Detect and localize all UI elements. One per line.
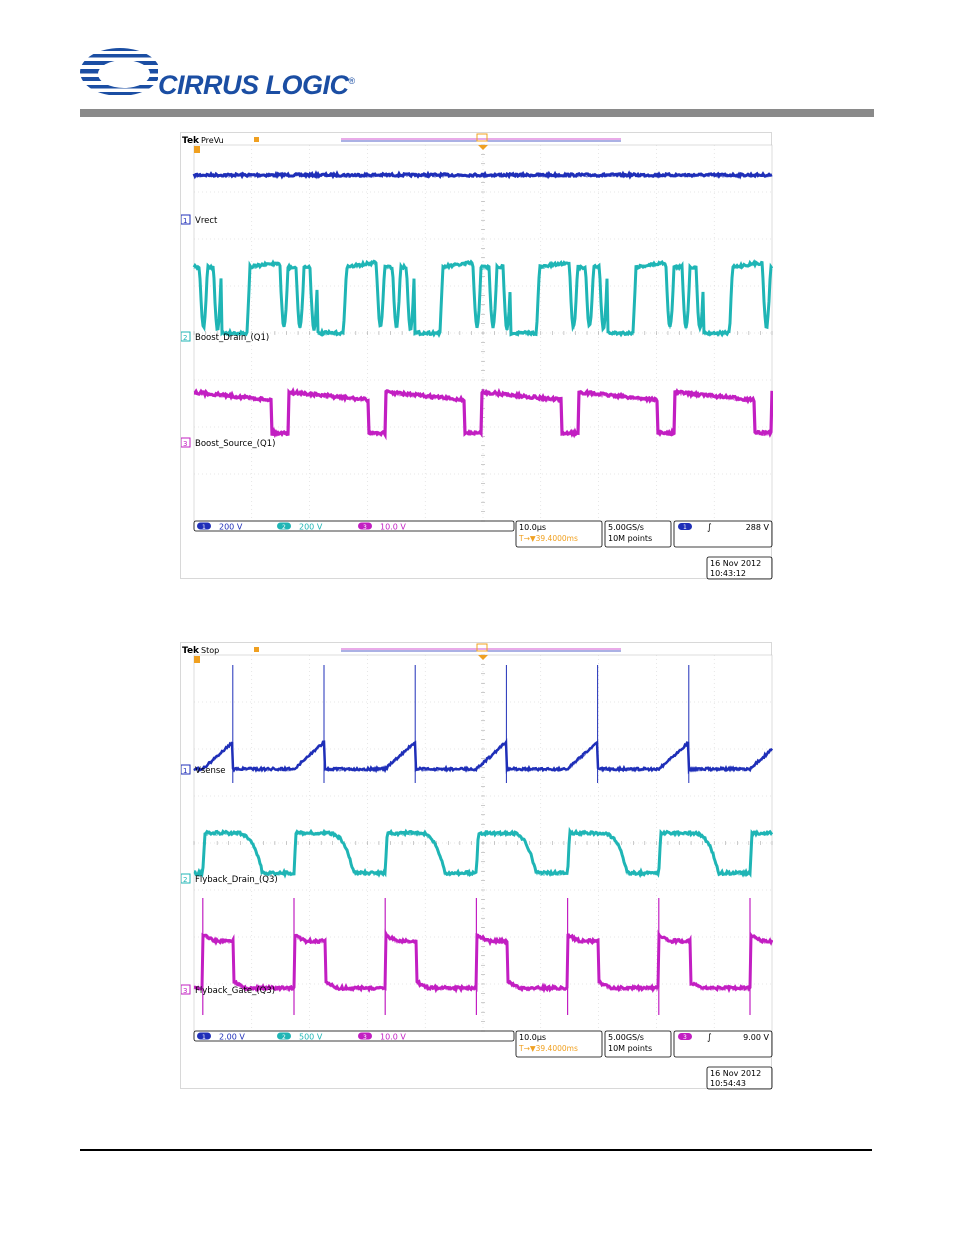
svg-text:200 V: 200 V — [299, 523, 323, 532]
svg-text:10M points: 10M points — [608, 1044, 652, 1053]
ch1-trace-edge — [193, 741, 773, 773]
svg-text:Boost_Drain_(Q1): Boost_Drain_(Q1) — [195, 333, 269, 343]
timebase-readout: 10.0µs T→▼39.4000ms — [515, 520, 603, 548]
trigger-position-arrow-icon — [478, 655, 488, 660]
trigger-position-arrow-icon — [478, 145, 488, 150]
svg-text:2: 2 — [183, 876, 187, 884]
svg-text:3: 3 — [363, 524, 367, 531]
svg-text:10.0 V: 10.0 V — [380, 523, 406, 532]
svg-text:10:43:12: 10:43:12 — [710, 569, 746, 578]
svg-text:10:54:43: 10:54:43 — [710, 1079, 746, 1088]
logo-wordmark: CIRRUS LOGIC® — [158, 70, 355, 100]
scope-mode: PreVu — [201, 136, 224, 145]
svg-text:10.0 V: 10.0 V — [380, 1033, 406, 1042]
svg-text:1: 1 — [683, 524, 687, 531]
svg-text:Vsense: Vsense — [195, 766, 226, 776]
trigger-marker-icon — [254, 647, 259, 652]
svg-text:2: 2 — [183, 334, 187, 342]
svg-text:Vrect: Vrect — [195, 216, 218, 226]
acquisition-readout: 5.00GS/s 10M points — [604, 1030, 672, 1058]
footer-rule — [80, 1149, 872, 1151]
ch2-label: 2 Boost_Drain_(Q1) — [181, 331, 269, 343]
trigger-readout: 3 ∫ 9.00 V — [673, 1030, 773, 1058]
ch3-label: 3 Boost_Source_(Q1) — [181, 437, 275, 449]
svg-text:T→▼39.4000ms: T→▼39.4000ms — [518, 1044, 578, 1053]
svg-text:16 Nov 2012: 16 Nov 2012 — [710, 1069, 761, 1078]
svg-text:1: 1 — [183, 217, 187, 225]
svg-text:5.00GS/s: 5.00GS/s — [608, 523, 644, 532]
graticule — [193, 144, 773, 522]
timestamp: 16 Nov 2012 10:43:12 — [706, 556, 773, 580]
channel-scale-readout: 1 200 V 2 200 V 3 10.0 V — [193, 520, 515, 532]
svg-text:3: 3 — [363, 1034, 367, 1041]
acquisition-readout: 5.00GS/s 10M points — [604, 520, 672, 548]
svg-text:500 V: 500 V — [299, 1033, 323, 1042]
rising-edge-icon: ∫ — [707, 523, 712, 533]
svg-text:5.00GS/s: 5.00GS/s — [608, 1033, 644, 1042]
trigger-position-icon — [476, 133, 488, 142]
svg-text:9.00 V: 9.00 V — [743, 1033, 769, 1042]
svg-text:10.0µs: 10.0µs — [519, 523, 546, 532]
scope-mode: Stop — [201, 646, 219, 655]
ch2-trace-edge — [193, 831, 773, 877]
svg-text:10M points: 10M points — [608, 534, 652, 543]
ch1-trace-edge — [193, 173, 773, 179]
ground-ref-icon — [194, 146, 200, 153]
svg-text:16 Nov 2012: 16 Nov 2012 — [710, 559, 761, 568]
ch2-label: 2 Flyback_Drain_(Q3) — [181, 873, 278, 885]
ch3-trace-edge — [193, 932, 773, 992]
scope-brand: Tek — [182, 646, 200, 656]
svg-text:3: 3 — [183, 987, 187, 995]
oscilloscope-capture-boost: Tek PreVu 1 Vrect 2 Boost_Drain_(Q1) 3 B — [180, 132, 773, 580]
cirrus-logic-logo — [80, 48, 158, 95]
ground-ref-icon — [194, 656, 200, 663]
ch3-label: 3 Flyback_Gate_(Q3) — [181, 984, 275, 996]
svg-text:2.00 V: 2.00 V — [219, 1033, 245, 1042]
svg-text:1: 1 — [202, 524, 206, 531]
timestamp: 16 Nov 2012 10:54:43 — [706, 1066, 773, 1090]
scope-brand: Tek — [182, 136, 200, 146]
svg-text:1: 1 — [183, 767, 187, 775]
svg-text:10.0µs: 10.0µs — [519, 1033, 546, 1042]
svg-text:3: 3 — [683, 1034, 687, 1041]
ch1-label: 1 Vrect — [181, 214, 218, 226]
svg-text:Flyback_Gate_(Q3): Flyback_Gate_(Q3) — [195, 986, 275, 996]
ch3-trace-edge — [193, 390, 773, 437]
ch2-trace-edge — [193, 261, 773, 337]
svg-text:Flyback_Drain_(Q3): Flyback_Drain_(Q3) — [195, 875, 278, 885]
svg-text:3: 3 — [183, 440, 187, 448]
oscilloscope-capture-flyback: Tek Stop 1 Vsense 2 Flyback_Drain_(Q3) 3… — [180, 642, 773, 1090]
trigger-position-icon — [476, 643, 488, 652]
timebase-readout: 10.0µs T→▼39.4000ms — [515, 1030, 603, 1058]
trigger-marker-icon — [254, 137, 259, 142]
svg-text:200 V: 200 V — [219, 523, 243, 532]
ch3-trace — [193, 928, 773, 994]
svg-text:1: 1 — [202, 1034, 206, 1041]
svg-text:T→▼39.4000ms: T→▼39.4000ms — [518, 534, 578, 543]
rising-edge-icon: ∫ — [707, 1033, 712, 1043]
svg-text:2: 2 — [282, 1034, 286, 1041]
svg-text:Boost_Source_(Q1): Boost_Source_(Q1) — [195, 439, 275, 449]
svg-text:288 V: 288 V — [746, 523, 770, 532]
header-bar — [80, 109, 874, 117]
graticule — [193, 654, 773, 1032]
svg-text:2: 2 — [282, 524, 286, 531]
channel-scale-readout: 1 2.00 V 2 500 V 3 10.0 V — [193, 1030, 515, 1042]
ch1-label: 1 Vsense — [181, 764, 226, 776]
trigger-readout: 1 ∫ 288 V — [673, 520, 773, 548]
